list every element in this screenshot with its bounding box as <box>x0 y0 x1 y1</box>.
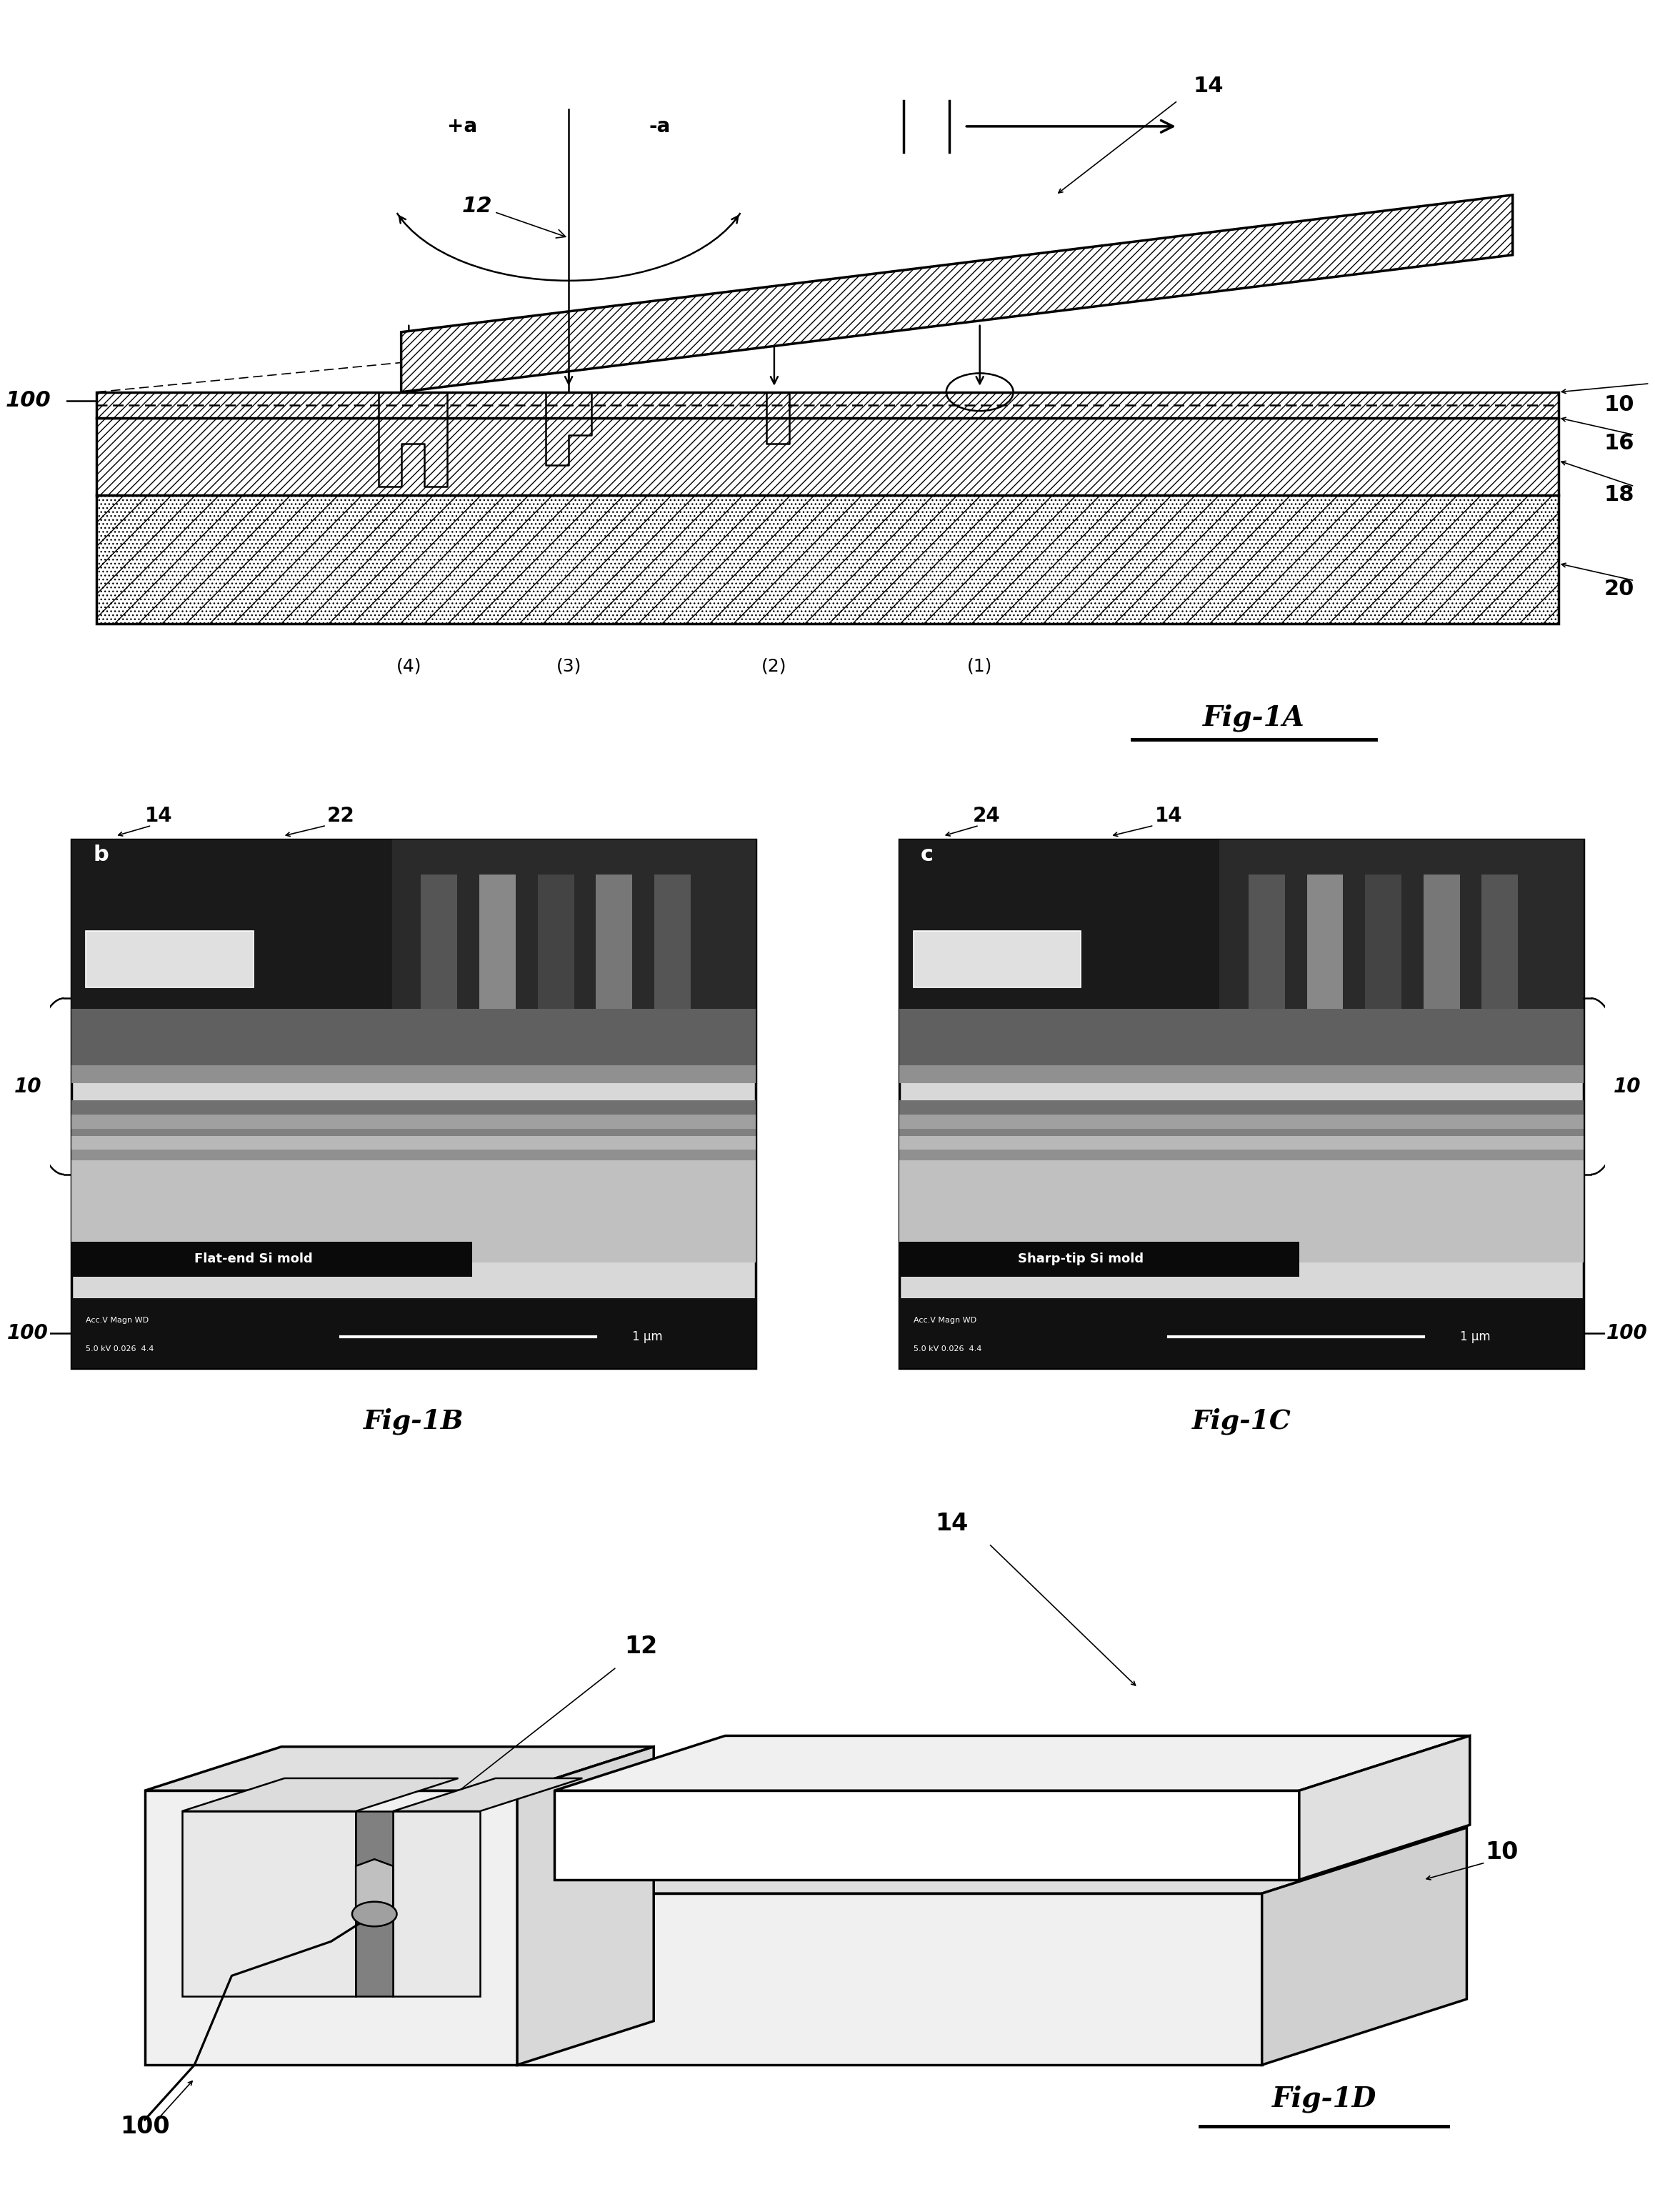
Text: 100: 100 <box>1607 1323 1648 1343</box>
Text: 1 μm: 1 μm <box>632 1329 662 1343</box>
Polygon shape <box>96 392 1559 418</box>
Text: c: c <box>920 845 933 865</box>
Text: Fig-1B: Fig-1B <box>364 1407 463 1436</box>
Text: -a: -a <box>649 117 670 137</box>
Text: (1): (1) <box>967 657 993 675</box>
Polygon shape <box>71 1161 756 1263</box>
Text: (2): (2) <box>761 657 786 675</box>
Polygon shape <box>1299 1736 1470 1880</box>
Polygon shape <box>899 1150 1584 1241</box>
Text: 18: 18 <box>1604 484 1635 504</box>
Polygon shape <box>899 1066 1584 1084</box>
Polygon shape <box>899 1009 1584 1066</box>
Polygon shape <box>899 1298 1584 1369</box>
Text: Fig-1C: Fig-1C <box>1192 1407 1291 1436</box>
Text: 20: 20 <box>1604 580 1633 599</box>
Polygon shape <box>914 931 1081 987</box>
Polygon shape <box>554 1792 1299 1880</box>
Text: 14: 14 <box>1193 75 1223 97</box>
Polygon shape <box>420 874 457 1009</box>
Polygon shape <box>516 1747 654 2066</box>
Polygon shape <box>1481 874 1518 1009</box>
Polygon shape <box>899 1161 1584 1263</box>
Polygon shape <box>71 841 392 1009</box>
Polygon shape <box>71 1009 756 1066</box>
Polygon shape <box>899 1099 1584 1117</box>
Text: Flat-end Si mold: Flat-end Si mold <box>194 1252 313 1265</box>
Polygon shape <box>554 1736 1470 1792</box>
Polygon shape <box>1307 874 1344 1009</box>
Polygon shape <box>899 841 1220 1009</box>
Polygon shape <box>480 874 516 1009</box>
Polygon shape <box>394 1812 480 1995</box>
Text: 100: 100 <box>119 2115 170 2139</box>
Polygon shape <box>71 1135 756 1212</box>
Text: 14: 14 <box>1155 805 1182 827</box>
Text: Fig-1D: Fig-1D <box>1271 2086 1377 2112</box>
Polygon shape <box>71 1241 472 1276</box>
Text: b: b <box>93 845 109 865</box>
Text: 5.0 kV 0.026  4.4: 5.0 kV 0.026 4.4 <box>86 1345 154 1352</box>
Text: 10: 10 <box>1486 1840 1519 1865</box>
Text: Fig-1A: Fig-1A <box>1203 703 1304 732</box>
Text: 14: 14 <box>146 805 172 827</box>
Polygon shape <box>146 1792 516 2066</box>
Polygon shape <box>654 874 690 1009</box>
Polygon shape <box>96 418 1559 495</box>
Polygon shape <box>1261 1827 1466 2066</box>
Polygon shape <box>71 1115 756 1157</box>
Text: Acc.V Magn WD: Acc.V Magn WD <box>86 1316 149 1325</box>
Text: 5.0 kV 0.026  4.4: 5.0 kV 0.026 4.4 <box>914 1345 981 1352</box>
Polygon shape <box>71 1298 756 1369</box>
Text: 10: 10 <box>1614 1077 1642 1097</box>
Text: (4): (4) <box>396 657 422 675</box>
Polygon shape <box>96 495 1559 624</box>
Circle shape <box>353 1902 397 1927</box>
Polygon shape <box>71 841 756 1009</box>
Polygon shape <box>71 841 756 1369</box>
Polygon shape <box>899 841 1584 1369</box>
Polygon shape <box>356 1858 394 1907</box>
Polygon shape <box>1423 874 1460 1009</box>
Polygon shape <box>899 1135 1584 1212</box>
Polygon shape <box>71 1150 756 1241</box>
Polygon shape <box>1248 874 1284 1009</box>
Text: 14: 14 <box>935 1511 968 1535</box>
Polygon shape <box>356 1812 394 1995</box>
Text: 10: 10 <box>1604 394 1635 416</box>
Text: 100: 100 <box>7 1323 48 1343</box>
Text: 16: 16 <box>1604 434 1635 453</box>
Polygon shape <box>86 931 253 987</box>
Polygon shape <box>899 841 1584 1009</box>
Text: (3): (3) <box>556 657 581 675</box>
Polygon shape <box>71 1099 756 1117</box>
Polygon shape <box>71 1066 756 1084</box>
Polygon shape <box>182 1812 356 1995</box>
Polygon shape <box>899 1128 1584 1188</box>
Text: 1 μm: 1 μm <box>1460 1329 1490 1343</box>
Text: +a: +a <box>447 117 477 137</box>
Text: 12: 12 <box>626 1635 657 1659</box>
Polygon shape <box>596 874 632 1009</box>
Text: 12: 12 <box>462 195 566 239</box>
Polygon shape <box>401 195 1513 392</box>
Polygon shape <box>146 1747 654 1792</box>
Polygon shape <box>538 874 574 1009</box>
Text: Acc.V Magn WD: Acc.V Magn WD <box>914 1316 976 1325</box>
Polygon shape <box>394 1778 583 1812</box>
Text: Sharp-tip Si mold: Sharp-tip Si mold <box>1018 1252 1144 1265</box>
Text: 100: 100 <box>5 389 51 411</box>
Text: 10: 10 <box>13 1077 41 1097</box>
Text: 22: 22 <box>328 805 354 827</box>
Polygon shape <box>899 1115 1584 1157</box>
Polygon shape <box>899 1241 1299 1276</box>
Polygon shape <box>71 1128 756 1188</box>
Text: 24: 24 <box>973 805 1000 827</box>
Polygon shape <box>182 1778 458 1812</box>
Polygon shape <box>1365 874 1402 1009</box>
Polygon shape <box>516 1893 1261 2066</box>
Polygon shape <box>516 1827 1466 1893</box>
